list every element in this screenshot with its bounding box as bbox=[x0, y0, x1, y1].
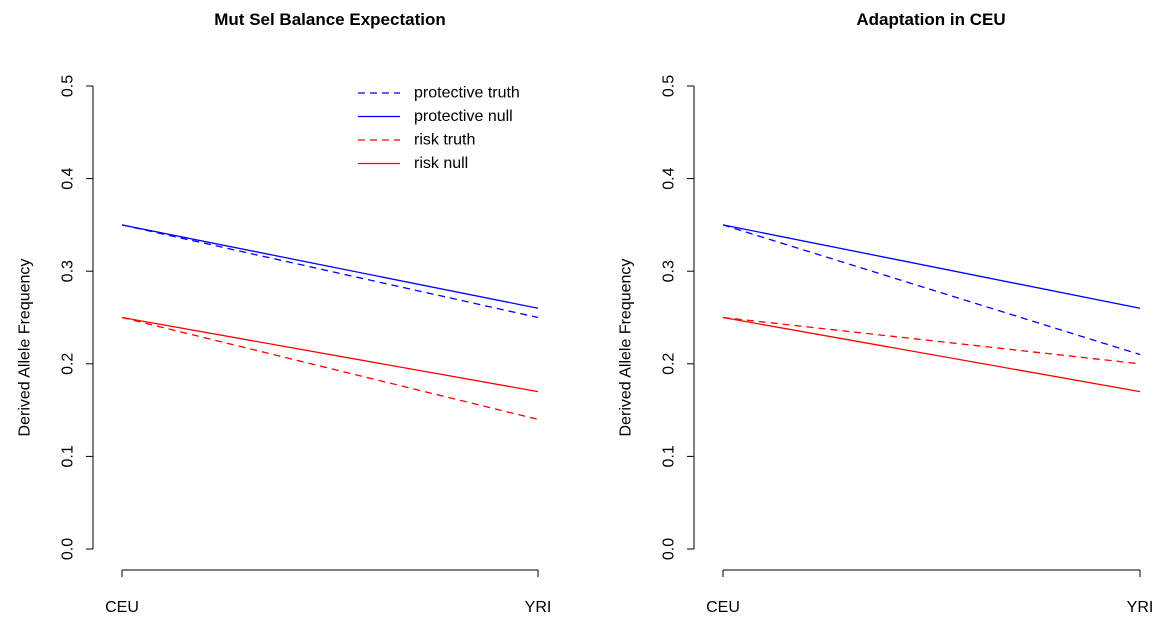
series-line-protective-null bbox=[121, 224, 539, 309]
series-line-series-1 bbox=[722, 224, 1141, 356]
y-axis-title: Derived Allele Frequency bbox=[17, 259, 34, 437]
y-axis-title: Derived Allele Frequency bbox=[618, 259, 635, 437]
legend-label: risk null bbox=[414, 155, 468, 172]
x-tick-label: CEU bbox=[105, 599, 139, 616]
series-line-series-4 bbox=[722, 316, 1141, 393]
y-tick-label: 0.3 bbox=[661, 260, 678, 282]
y-tick-label: 0.4 bbox=[60, 167, 77, 189]
y-tick-label: 0.5 bbox=[661, 75, 678, 97]
chart-title: Mut Sel Balance Expectation bbox=[214, 10, 445, 29]
y-tick-label: 0.3 bbox=[60, 260, 77, 282]
legend-label: protective null bbox=[414, 108, 513, 125]
y-tick-label: 0.2 bbox=[661, 353, 678, 375]
legend: protective truth protective null risk trut… bbox=[358, 85, 520, 172]
x-tick-label: CEU bbox=[706, 599, 740, 616]
series-line-protective-truth bbox=[121, 224, 539, 319]
y-tick-label: 0.1 bbox=[661, 445, 678, 467]
x-tick-label: YRI bbox=[1127, 599, 1154, 616]
chart-panel-2: Adaptation in CEU 0.0 0.1 0.2 0.3 0.4 0.5 Deriv… bbox=[618, 10, 1154, 616]
y-tick-label: 0.4 bbox=[661, 167, 678, 189]
y-tick-label: 0.5 bbox=[60, 75, 77, 97]
chart-title: Adaptation in CEU bbox=[856, 10, 1005, 29]
y-tick-label: 0.0 bbox=[60, 538, 77, 560]
legend-label: risk truth bbox=[414, 132, 475, 149]
series-line-series-2 bbox=[722, 224, 1141, 309]
chart-panel-1: Mut Sel Balance Expectation 0.0 0.1 0.2 0.3 0… bbox=[17, 10, 552, 616]
y-tick-label: 0.0 bbox=[661, 538, 678, 560]
series-line-series-3 bbox=[722, 316, 1141, 365]
series-line-risk-truth bbox=[121, 316, 539, 420]
x-tick-label: YRI bbox=[525, 599, 552, 616]
y-tick-label: 0.2 bbox=[60, 353, 77, 375]
series-line-risk-null bbox=[121, 316, 539, 393]
y-tick-label: 0.1 bbox=[60, 445, 77, 467]
legend-label: protective truth bbox=[414, 85, 520, 102]
